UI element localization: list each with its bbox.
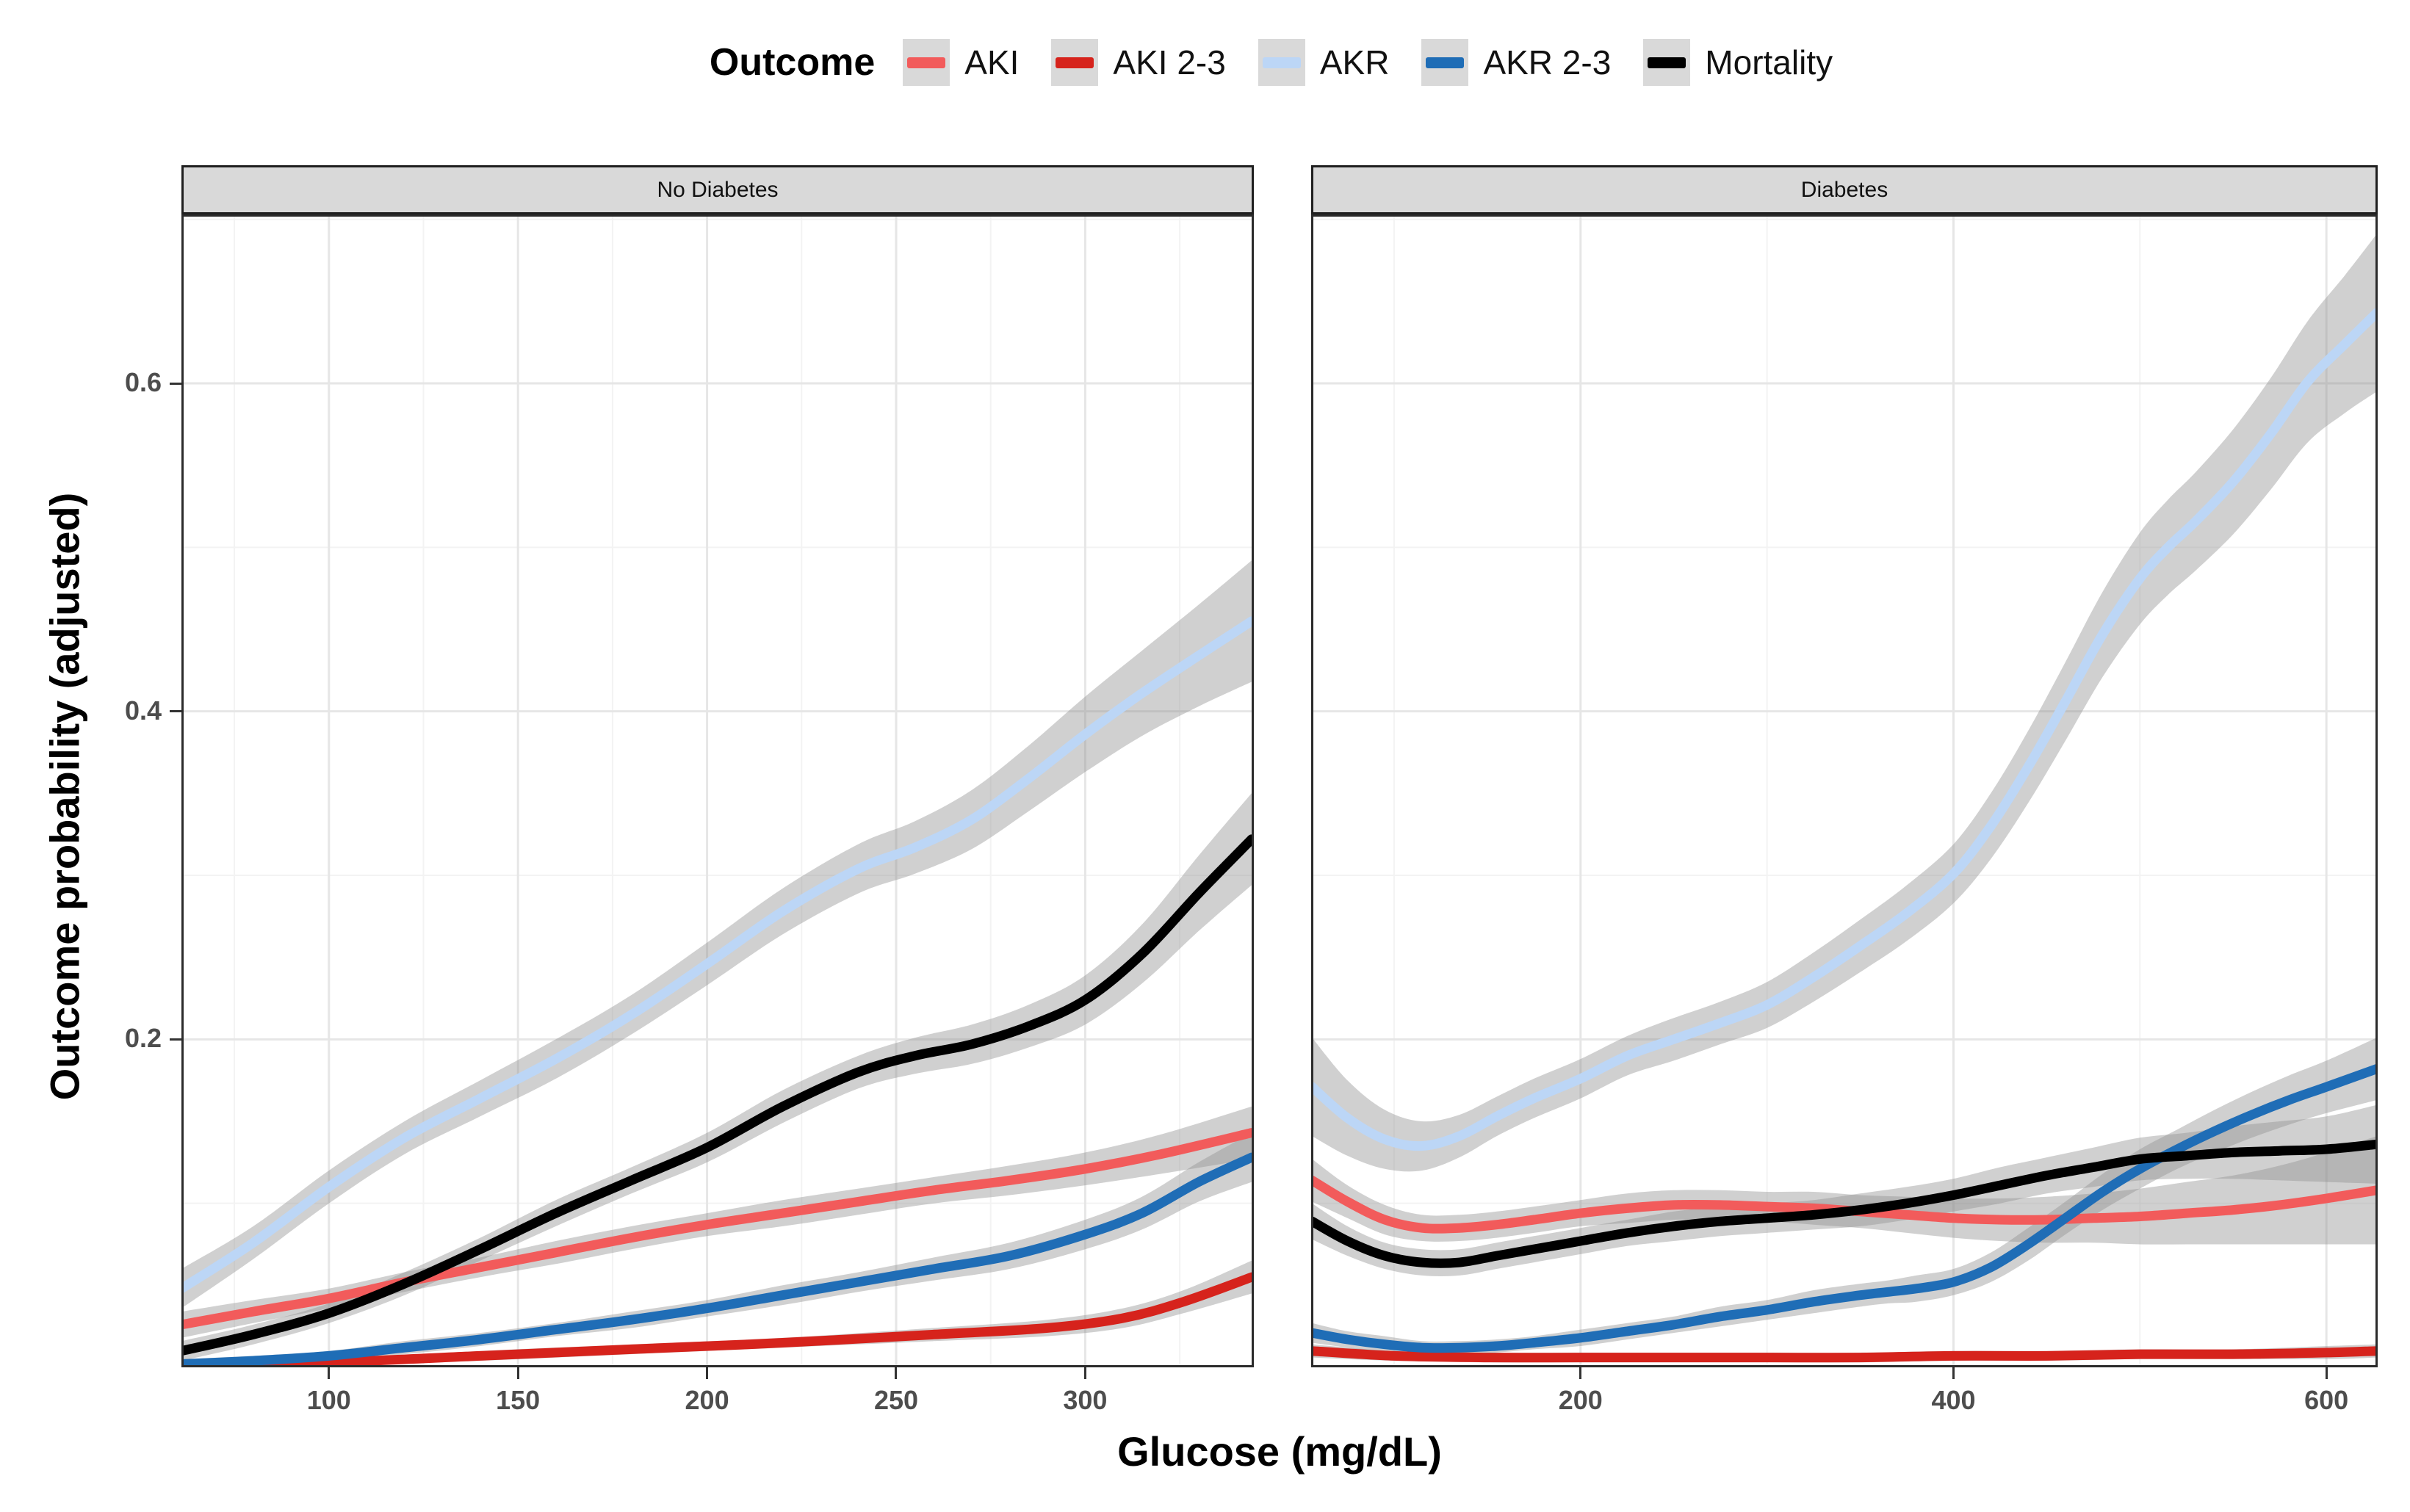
legend-line-icon — [1426, 57, 1465, 68]
series-line-aki-2-3 — [1311, 1346, 2378, 1363]
legend-item-label: Mortality — [1705, 43, 1833, 82]
series-line-aki-2-3 — [181, 1272, 1254, 1367]
x-axis-tick-label: 400 — [1931, 1385, 1976, 1415]
series-ribbon-akr — [181, 560, 1252, 1309]
legend-item-label: AKI — [964, 43, 1020, 82]
panel-diabetes — [1311, 214, 2378, 1367]
y-axis-title: Outcome probability (adjusted) — [41, 492, 88, 1101]
facet-strip: No Diabetes — [181, 165, 1254, 214]
series-line-mortality — [181, 834, 1254, 1356]
x-axis-tick — [2325, 1367, 2328, 1379]
panel-no-diabetes — [181, 214, 1254, 1367]
legend-key-swatch — [903, 39, 950, 86]
x-axis-tick-label: 600 — [2304, 1385, 2349, 1415]
panel-border — [1311, 214, 2378, 1367]
x-axis-tick — [706, 1367, 709, 1379]
legend-item: Mortality — [1643, 39, 1833, 86]
legend-item-label: AKR 2-3 — [1483, 43, 1612, 82]
legend-key-swatch — [1643, 39, 1691, 86]
series-line-akr — [181, 616, 1254, 1294]
legend-item-label: AKR — [1319, 43, 1390, 82]
x-axis-tick — [895, 1367, 898, 1379]
x-axis-tick-label: 200 — [685, 1385, 729, 1415]
legend-item: AKI — [903, 39, 1019, 86]
legend-line-icon — [1262, 57, 1301, 68]
series-line-akr-2-3 — [181, 1152, 1254, 1367]
y-axis-tick-label: 0.4 — [124, 695, 162, 726]
y-axis-tick — [170, 382, 181, 385]
y-axis-tick-label: 0.6 — [124, 367, 162, 398]
legend-item: AKI 2-3 — [1051, 39, 1226, 86]
y-axis-tick — [170, 1038, 181, 1041]
panel-border — [181, 214, 1254, 1367]
panel-background — [1311, 214, 2378, 1367]
legend-key-swatch — [1258, 39, 1305, 86]
x-axis-tick-label: 100 — [306, 1385, 351, 1415]
facet-strip: Diabetes — [1311, 165, 2378, 214]
x-axis-tick — [1579, 1367, 1582, 1379]
series-line-aki — [1311, 1175, 2378, 1234]
x-axis-tick-label: 200 — [1558, 1385, 1603, 1415]
legend-key-swatch — [1051, 39, 1099, 86]
legend-title: Outcome — [709, 41, 876, 84]
x-axis-tick-label: 250 — [873, 1385, 919, 1415]
series-line-mortality — [1311, 1139, 2378, 1268]
legend-items: AKI AKI 2-3 AKR AKR 2-3 Mortality — [903, 39, 1833, 86]
series-ribbon-akr-2-3 — [1312, 1038, 2377, 1355]
series-line-akr-2-3 — [1311, 1064, 2378, 1353]
y-axis-tick-label: 0.2 — [124, 1023, 162, 1054]
legend-line-icon — [1648, 57, 1686, 68]
legend-item: AKR — [1258, 39, 1390, 86]
legend-line-icon — [907, 57, 946, 68]
x-axis-title: Glucose (mg/dL) — [1117, 1428, 1442, 1475]
legend-line-icon — [1056, 57, 1094, 68]
y-axis-tick — [170, 710, 181, 713]
x-axis-tick — [1952, 1367, 1955, 1379]
panel-background — [181, 214, 1254, 1367]
x-axis-tick — [1083, 1367, 1086, 1379]
legend-item: AKR 2-3 — [1421, 39, 1611, 86]
series-ribbon-mortality — [1312, 1104, 2377, 1277]
x-axis-tick-label: 150 — [496, 1385, 541, 1415]
x-axis-tick-label: 300 — [1063, 1385, 1108, 1415]
legend-key-swatch — [1421, 39, 1469, 86]
x-axis-tick — [516, 1367, 519, 1379]
series-line-akr — [1311, 308, 2378, 1151]
chart-legend: Outcome AKI AKI 2-3 AKR AKR 2-3 Mortality — [66, 29, 2410, 95]
x-axis-tick — [328, 1367, 331, 1379]
legend-item-label: AKI 2-3 — [1113, 43, 1226, 82]
series-line-aki — [181, 1128, 1254, 1330]
